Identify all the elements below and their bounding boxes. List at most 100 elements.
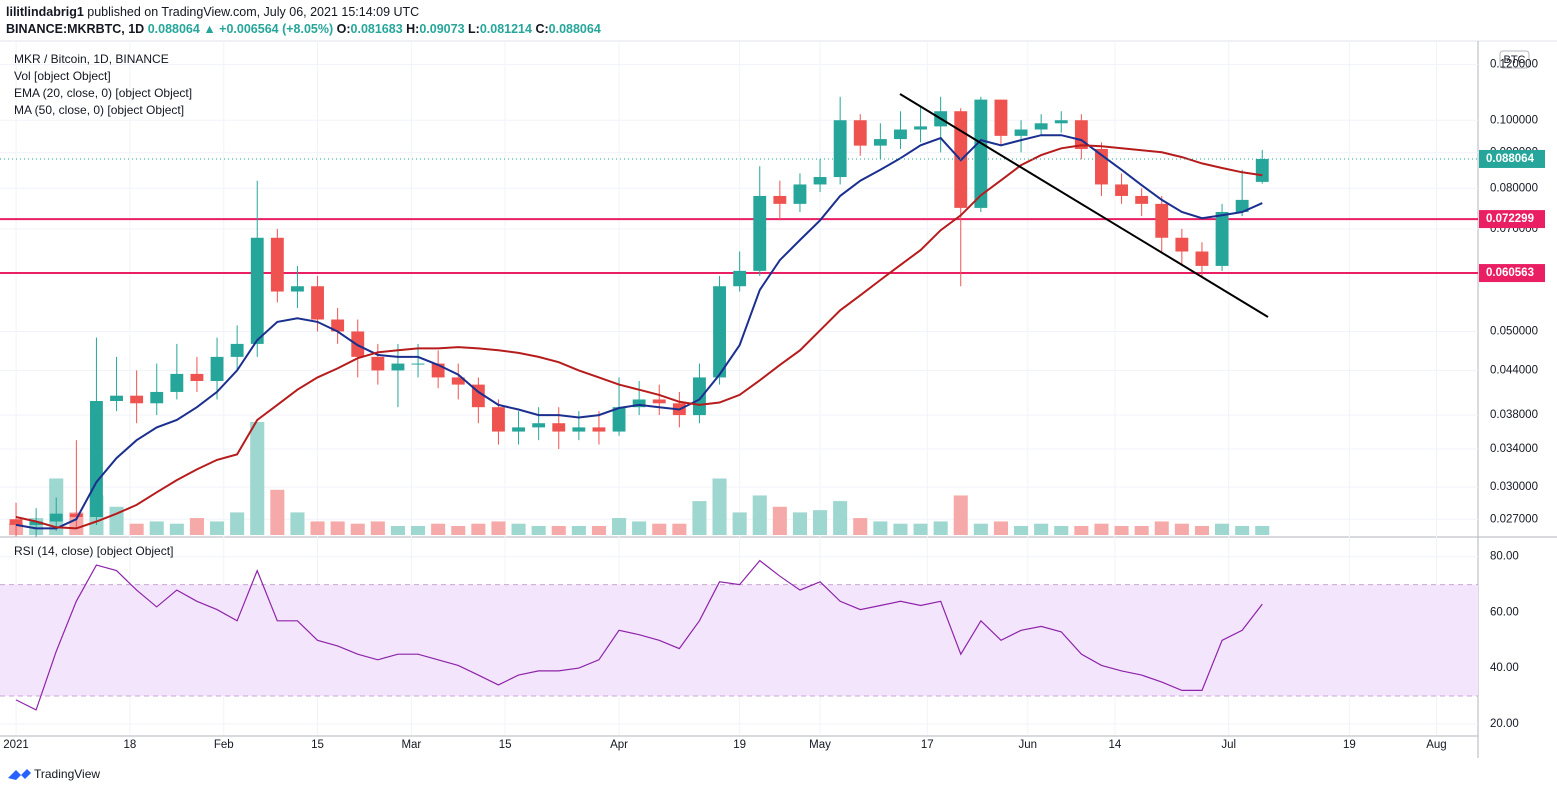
volume-bar <box>1154 521 1169 535</box>
rsi-tick-label: 20.00 <box>1490 718 1519 730</box>
x-tick-label: Jul <box>1221 739 1236 751</box>
volume-bar <box>250 422 265 535</box>
y-tick-label: 0.030000 <box>1490 481 1538 493</box>
volume-bar <box>29 518 44 535</box>
open-value: 0.081683 <box>350 22 403 36</box>
volume-bar <box>370 521 385 535</box>
volume-bar <box>953 495 968 535</box>
candle-body <box>250 237 264 344</box>
rsi-band <box>0 584 1478 696</box>
volume-bar <box>89 495 104 535</box>
x-tick-label: 19 <box>733 739 746 751</box>
change: ▲ +0.006564 (+8.05%) <box>203 22 334 36</box>
candle-body <box>1034 123 1048 130</box>
candle-body <box>914 126 927 130</box>
volume-bar <box>591 525 606 535</box>
volume-bar <box>772 506 787 535</box>
candle-body <box>532 423 546 428</box>
candle-body <box>693 377 706 416</box>
volume-bar <box>350 523 365 535</box>
trend-line <box>899 93 1269 318</box>
candle-body <box>471 384 485 408</box>
volume-bar <box>873 521 888 535</box>
candle-body <box>793 184 807 204</box>
indicator-line <box>15 144 1263 530</box>
candle-body <box>813 177 827 185</box>
last-price-tag <box>1479 149 1545 168</box>
candle-body <box>1155 203 1169 238</box>
volume-bar <box>933 521 948 535</box>
legend-ma: MA (50, close, 0) [object Object] <box>14 103 184 117</box>
indicator-line <box>15 134 1263 530</box>
volume-bar <box>491 521 506 535</box>
volume-bar <box>411 525 426 535</box>
volume-bar <box>692 501 707 535</box>
candle-body <box>1074 120 1088 149</box>
candle-body <box>311 286 324 320</box>
candle-body <box>210 356 224 381</box>
close-value: 0.088064 <box>548 22 601 36</box>
volume-bar <box>169 523 184 535</box>
rsi-tick-label: 40.00 <box>1490 662 1519 674</box>
volume-bar <box>189 518 204 535</box>
candle-body <box>833 120 847 178</box>
candle-body <box>1115 184 1128 196</box>
x-tick-label: Aug <box>1426 739 1446 751</box>
candle-body <box>1014 129 1028 136</box>
volume-bar <box>732 512 747 535</box>
x-tick-label: 17 <box>921 739 934 751</box>
y-tick-label: 0.070000 <box>1490 223 1538 235</box>
candle-body <box>49 513 63 522</box>
x-tick-label: Feb <box>214 739 234 751</box>
candle-body <box>994 99 1008 136</box>
candle-body <box>1215 211 1229 266</box>
candle-body <box>90 400 103 518</box>
volume-bar <box>1034 523 1049 535</box>
x-tick-label: 2021 <box>3 739 29 751</box>
candle-body <box>391 363 405 371</box>
open-label: O: <box>336 22 351 36</box>
plot-layer: 2021 18 Feb 15 Mar 15 Apr 19 May 17 Jun 14 Jul 19 Aug <box>0 41 1478 751</box>
candle-body <box>150 391 164 404</box>
candle-body <box>130 395 144 404</box>
publish-line: lilitlindabrig1 published on TradingView… <box>6 5 419 19</box>
candle-body <box>492 407 505 432</box>
candle-body <box>1235 199 1249 212</box>
candle-body <box>572 427 586 432</box>
candle-body <box>592 427 606 432</box>
price-tag <box>1479 264 1545 283</box>
x-tick-label: 18 <box>124 739 137 751</box>
volume-bar <box>1194 525 1209 535</box>
volume-bar <box>1054 525 1069 535</box>
candle-body <box>9 519 23 525</box>
volume-bar <box>712 478 727 535</box>
volume-bar <box>69 512 84 535</box>
currency-badge <box>1499 50 1530 69</box>
rsi-tick-label: 80.00 <box>1490 551 1519 563</box>
y-tick-label: 0.080000 <box>1490 182 1538 194</box>
volume-bar <box>612 518 627 535</box>
candle-body <box>713 286 726 378</box>
candle-body <box>873 139 887 146</box>
volume-bar <box>230 512 245 535</box>
volume-bar <box>531 525 546 535</box>
last-price-label: 0.088064 <box>1486 153 1535 165</box>
volume-bar <box>129 523 144 535</box>
volume-bar <box>632 521 647 535</box>
volume-bar <box>672 523 687 535</box>
low-label: L: <box>468 22 480 36</box>
volume-bar <box>310 521 325 535</box>
candle-body <box>1095 148 1108 185</box>
author: lilitlindabrig1 <box>6 5 84 19</box>
candle-body <box>894 129 907 140</box>
y-tick-label: 0.100000 <box>1490 114 1538 126</box>
volume-bar <box>1074 525 1089 535</box>
tradingview-logo: TradingView <box>8 767 100 781</box>
x-tick-label: Mar <box>401 739 421 751</box>
candle-body <box>1054 120 1068 124</box>
volume-bar <box>973 523 988 535</box>
candle-body <box>170 373 184 392</box>
legend-rsi: RSI (14, close) [object Object] <box>14 544 173 558</box>
